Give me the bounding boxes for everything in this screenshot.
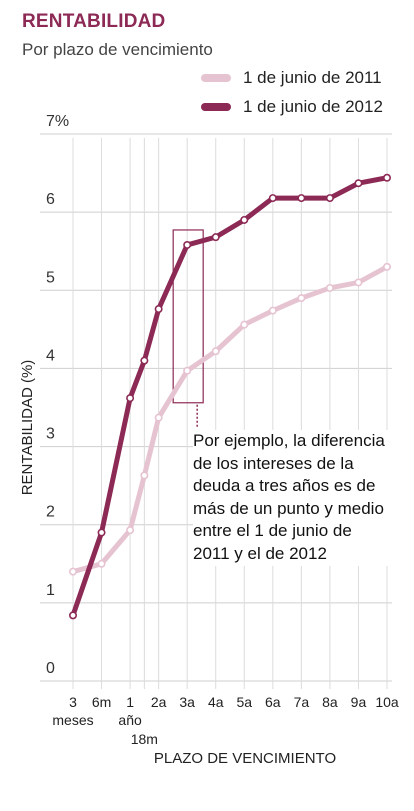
series-0-point-10	[325, 283, 334, 292]
y-tick-label-1: 1	[46, 582, 55, 599]
legend-label-2012: 1 de junio de 2012	[243, 97, 383, 116]
series-1-point-4	[154, 305, 163, 314]
x-axis-title: PLAZO DE VENCIMIENTO	[154, 750, 336, 767]
y-tick-label-0: 0	[46, 660, 55, 677]
series-0-point-9	[297, 294, 306, 303]
series-0-point-12	[382, 262, 391, 271]
legend-label-2011: 1 de junio de 2011	[243, 68, 382, 87]
y-tick-label-3: 3	[46, 426, 55, 443]
series-1-point-7	[240, 215, 249, 224]
series-0-point-1	[97, 559, 106, 568]
series-0-point-5	[183, 366, 192, 375]
y-tick-label-2: 2	[46, 504, 55, 521]
series-1-point-6	[211, 233, 220, 242]
x-tick-label-3: 18m	[131, 731, 158, 747]
x-tick-label-10: 8a	[322, 694, 338, 710]
x-tick-label-2: 1 año	[118, 694, 142, 728]
x-tick-label-7: 5a	[236, 694, 252, 710]
series-0-point-3	[140, 471, 149, 480]
legend-swatch-2011	[201, 74, 231, 82]
series-0-point-7	[240, 320, 249, 329]
series-1-point-5	[183, 240, 192, 249]
series-0-point-6	[211, 347, 220, 356]
chart-subtitle: Por plazo de vencimiento	[22, 40, 213, 59]
x-tick-label-9: 7a	[294, 694, 310, 710]
series-0-point-4	[154, 413, 163, 422]
series-1-point-0	[69, 611, 78, 620]
series-1-point-12	[382, 173, 391, 182]
x-tick-label-8: 6a	[265, 694, 281, 710]
x-tick-label-6: 4a	[208, 694, 224, 710]
y-tick-label-7: 7%	[46, 113, 69, 130]
x-tick-label-4: 2a	[151, 694, 167, 710]
series-1-point-11	[354, 179, 363, 188]
y-tick-label-5: 5	[46, 269, 55, 286]
x-tick-label-0: 3 meses	[52, 694, 93, 728]
x-tick-label-5: 3a	[179, 694, 195, 710]
legend-swatch-2012	[201, 103, 231, 111]
series-0-point-11	[354, 278, 363, 287]
y-tick-label-6: 6	[46, 191, 55, 208]
y-tick-label-4: 4	[46, 347, 55, 364]
series-0-point-0	[69, 567, 78, 576]
highlight-box	[172, 229, 204, 404]
series-1-point-8	[268, 194, 277, 203]
series-0-point-8	[268, 306, 277, 315]
series-0-point-2	[126, 526, 135, 535]
series-1-point-2	[126, 394, 135, 403]
legend-item-2011: 1 de junio de 2011	[201, 67, 382, 89]
annotation-text: Por ejemplo, la diferencia de los intere…	[193, 430, 393, 566]
x-tick-label-12: 10a	[375, 694, 399, 710]
chart-title: RENTABILIDAD	[22, 11, 166, 32]
series-1-point-9	[297, 194, 306, 203]
series-1-point-10	[325, 194, 334, 203]
series-1-point-3	[140, 356, 149, 365]
x-tick-label-11: 9a	[351, 694, 367, 710]
y-axis-title: RENTABILIDAD (%)	[19, 360, 36, 496]
x-tick-label-1: 6m	[92, 694, 111, 710]
legend-item-2012: 1 de junio de 2012	[201, 96, 383, 118]
series-1-point-1	[97, 528, 106, 537]
